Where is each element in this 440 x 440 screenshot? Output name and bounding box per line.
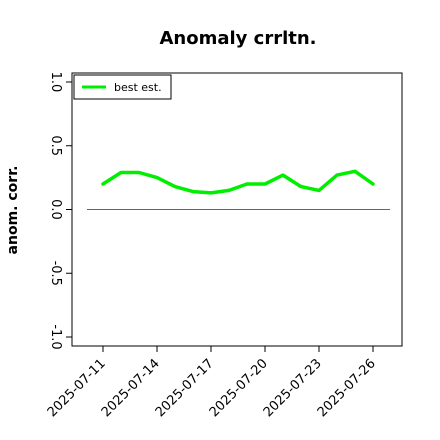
y-axis: -1.0 -0.5 0.0 0.5 1.0 (48, 72, 72, 350)
y-tick-label: -0.5 (48, 261, 63, 286)
y-axis-label: anom. corr. (5, 166, 21, 255)
y-tick-label: 0.0 (48, 199, 63, 220)
y-tick-label: 0.5 (48, 135, 63, 156)
legend: best est. (73, 74, 172, 100)
x-tick-label: 2025-07-26 (315, 356, 379, 420)
chart-title: Anomaly crrltn. (159, 28, 316, 49)
series-layer (101, 169, 375, 195)
y-tick-label: 1.0 (48, 72, 63, 93)
series-line (101, 169, 375, 195)
x-axis: 2025-07-112025-07-142025-07-172025-07-20… (45, 346, 379, 420)
y-tick-label: -1.0 (48, 324, 63, 349)
legend-label: best est. (114, 81, 162, 94)
